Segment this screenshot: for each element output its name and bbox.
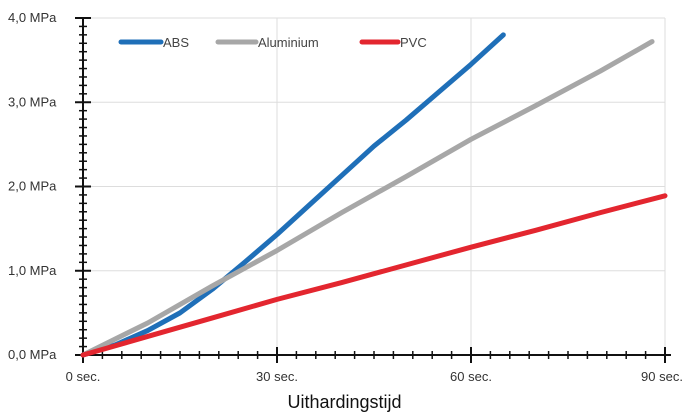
- series-line-abs: [80, 32, 506, 358]
- title-layer: Uithardingstijd: [287, 392, 401, 412]
- x-axis-title: Uithardingstijd: [287, 392, 401, 412]
- x-tick-label-0: 0 sec.: [66, 369, 101, 384]
- y-tick-label-3: 3,0 MPa: [8, 94, 57, 109]
- y-tick-label-1: 1,0 MPa: [8, 263, 57, 278]
- legend: ABS Aluminium PVC: [118, 35, 427, 50]
- x-tick-label-2: 60 sec.: [450, 369, 492, 384]
- series-layer: [80, 32, 668, 358]
- y-tick-label-4: 4,0 MPa: [8, 10, 57, 25]
- y-tick-label-0: 0,0 MPa: [8, 347, 57, 362]
- y-tick-label-2: 2,0 MPa: [8, 179, 57, 194]
- series-line-pvc: [80, 193, 668, 358]
- grid-layer: [83, 17, 666, 355]
- x-tick-label-3: 90 sec.: [641, 369, 683, 384]
- legend-label-aluminium: Aluminium: [258, 35, 319, 50]
- legend-label-pvc: PVC: [400, 35, 427, 50]
- series-line-aluminium: [80, 39, 655, 358]
- x-tick-label-1: 30 sec.: [256, 369, 298, 384]
- legend-label-abs: ABS: [163, 35, 189, 50]
- tick-label-layer: 0,0 MPa 1,0 MPa 2,0 MPa 3,0 MPa 4,0 MPa 0 sec…: [8, 10, 683, 384]
